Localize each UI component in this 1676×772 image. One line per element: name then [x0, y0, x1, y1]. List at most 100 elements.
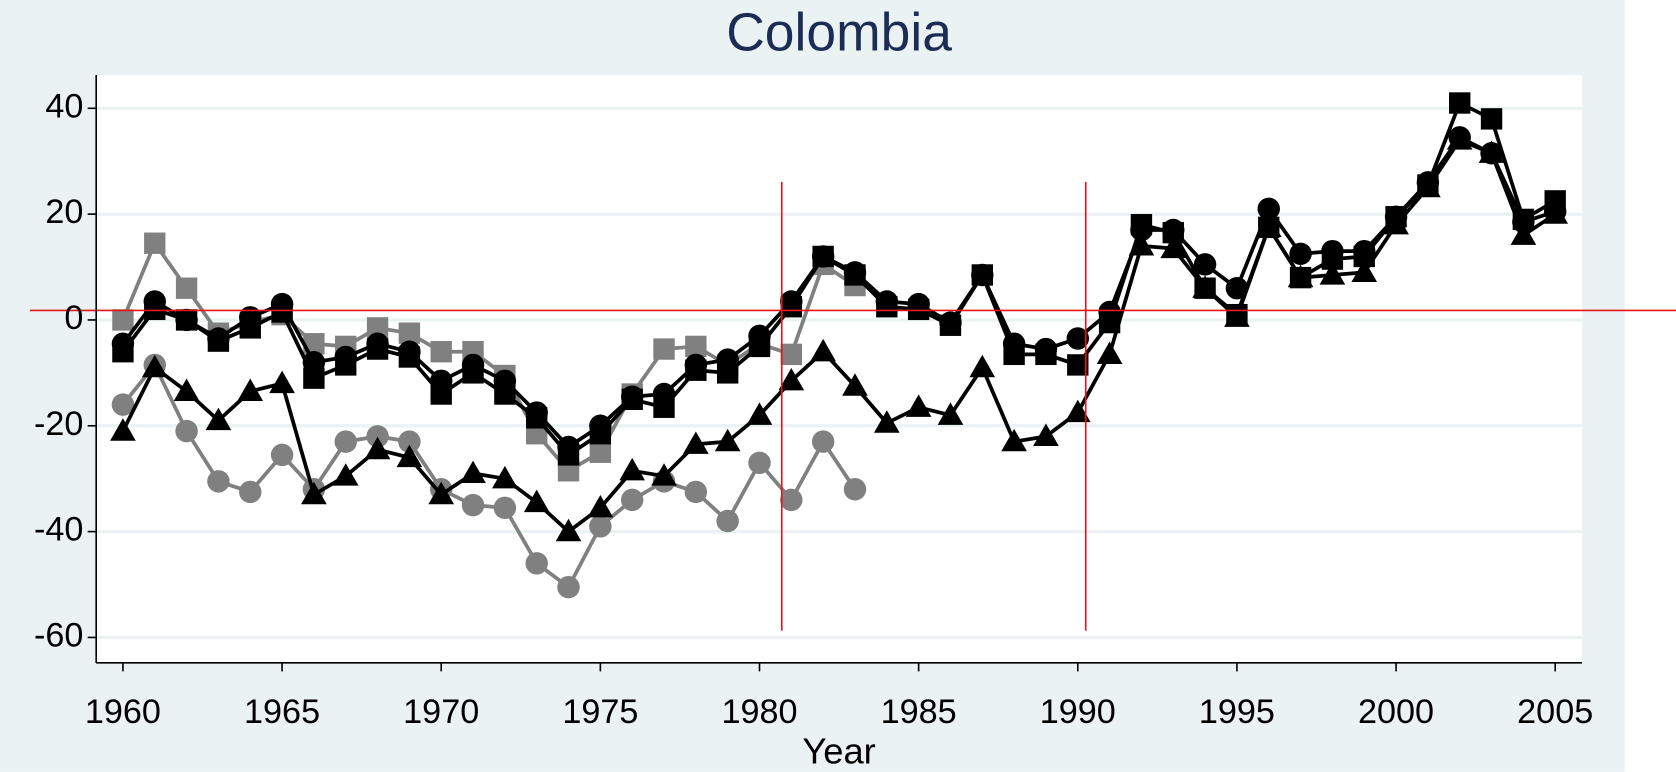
marker: [428, 481, 455, 505]
x-tick-label: 1960: [85, 693, 161, 731]
marker: [939, 314, 962, 336]
marker: [842, 373, 868, 396]
marker: [1512, 208, 1535, 231]
marker: [523, 489, 550, 513]
x-tick-label: 1980: [721, 693, 797, 731]
marker: [778, 367, 805, 391]
marker: [398, 322, 421, 344]
x-tick-label: 2005: [1517, 693, 1593, 731]
marker: [398, 430, 421, 453]
marker: [1064, 399, 1091, 423]
marker: [396, 444, 423, 468]
marker: [1162, 221, 1184, 244]
marker: [653, 338, 675, 360]
marker: [1193, 253, 1217, 276]
marker: [269, 370, 295, 394]
series-line: [121, 101, 1557, 457]
marker: [301, 481, 327, 505]
marker: [587, 494, 614, 518]
x-tick-label: 1995: [1199, 693, 1275, 731]
marker: [780, 488, 803, 512]
marker: [780, 343, 803, 366]
marker: [557, 444, 580, 466]
x-tick-label: 2000: [1358, 693, 1434, 731]
marker: [684, 480, 708, 504]
marker: [460, 460, 486, 484]
marker: [430, 341, 452, 363]
x-tick-label: 1965: [244, 693, 320, 731]
marker: [270, 443, 294, 467]
marker: [173, 378, 200, 402]
x-tick-label: 1985: [881, 693, 957, 731]
marker: [1226, 303, 1248, 326]
x-axis-label: Year: [802, 730, 875, 771]
marker: [780, 296, 803, 318]
x-tick-label: 1970: [403, 693, 479, 731]
marker: [1035, 343, 1057, 366]
marker: [969, 354, 996, 378]
marker: [876, 296, 898, 318]
marker: [207, 470, 230, 493]
marker: [1194, 277, 1216, 299]
marker: [685, 359, 707, 381]
marker: [141, 354, 168, 378]
marker: [1448, 126, 1471, 149]
marker: [1321, 248, 1344, 270]
marker: [492, 465, 518, 489]
marker: [812, 245, 834, 268]
marker: [971, 264, 993, 286]
marker: [1351, 259, 1378, 282]
axes: -60 -40 -20 0 20 40 1960 1965 1970 1975 1980 1985 19…: [34, 74, 1593, 731]
marker: [493, 496, 517, 520]
grid: [96, 106, 1582, 640]
marker: [175, 277, 198, 299]
marker: [937, 402, 964, 425]
marker: [1480, 108, 1503, 130]
marker: [1480, 142, 1503, 165]
marker: [844, 264, 866, 286]
y-tick-label: 0: [64, 299, 83, 337]
marker: [746, 402, 773, 425]
marker: [1067, 354, 1089, 376]
marker: [1033, 423, 1059, 446]
marker: [619, 457, 646, 481]
marker: [462, 362, 484, 384]
marker: [1096, 341, 1123, 364]
marker: [332, 463, 359, 486]
series-layer: [110, 92, 1569, 599]
marker: [1257, 197, 1280, 221]
marker: [589, 441, 612, 463]
marker: [1385, 206, 1407, 228]
marker: [112, 341, 134, 363]
marker: [1130, 214, 1153, 236]
marker: [589, 515, 612, 538]
marker: [716, 509, 739, 533]
marker: [811, 430, 835, 453]
series: [112, 92, 1566, 466]
y-tick-label: 40: [45, 87, 83, 125]
marker: [111, 393, 135, 416]
marker: [748, 335, 771, 358]
marker: [685, 335, 707, 358]
series-line: [121, 138, 1557, 534]
marker: [239, 317, 261, 339]
marker: [237, 378, 264, 402]
marker: [239, 480, 262, 504]
marker: [205, 407, 232, 431]
marker: [683, 431, 709, 454]
y-tick-label: -20: [34, 405, 83, 443]
marker: [907, 298, 930, 321]
marker: [1449, 92, 1471, 114]
reference-layer: [29, 181, 1676, 631]
marker: [1353, 245, 1375, 268]
marker: [334, 430, 357, 453]
marker: [651, 463, 677, 486]
marker: [1319, 262, 1346, 285]
marker: [526, 407, 548, 429]
marker: [589, 423, 612, 445]
marker: [1098, 311, 1121, 334]
y-tick-label: 20: [45, 193, 83, 231]
marker: [1066, 327, 1090, 350]
marker: [335, 354, 357, 376]
